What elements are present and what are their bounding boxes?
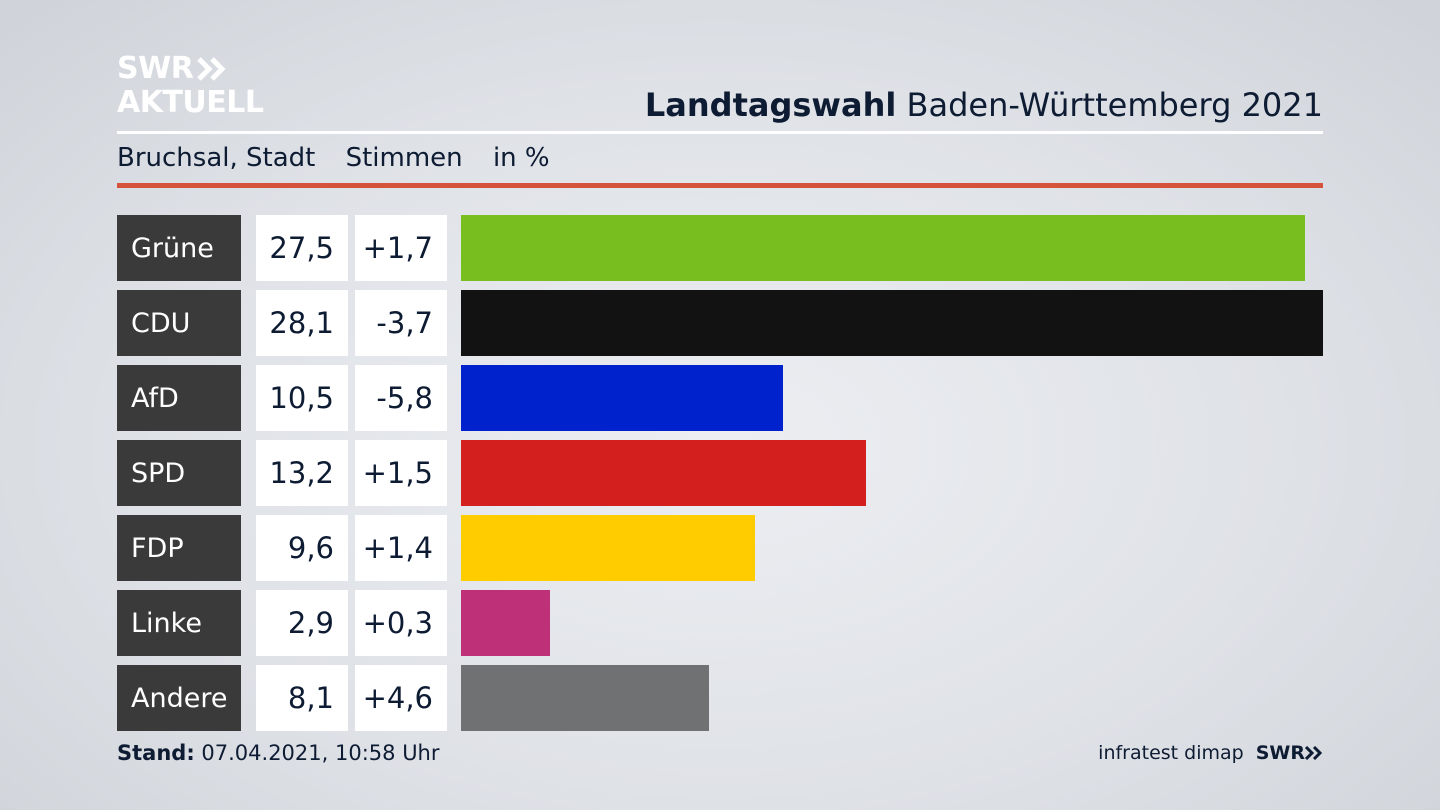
party-label: FDP [117, 515, 241, 581]
bar-spd [461, 440, 866, 506]
credits: infratest dimap SWR [1098, 742, 1323, 764]
vote-change-value: -5,8 [355, 365, 447, 431]
result-row: Andere 8,1 +4,6 [117, 665, 1323, 731]
party-label: Andere [117, 665, 241, 731]
vote-share-value: 9,6 [256, 515, 348, 581]
timestamp-label: Stand: [117, 741, 195, 765]
result-row: FDP 9,6 +1,4 [117, 515, 1323, 581]
swr-brand: SWR [1256, 742, 1323, 764]
accent-divider [117, 183, 1323, 188]
party-label: Grüne [117, 215, 241, 281]
vote-change-value: -3,7 [355, 290, 447, 356]
vote-change-value: +1,7 [355, 215, 447, 281]
vote-change-value: +0,3 [355, 590, 447, 656]
subtitle: Bruchsal, Stadt Stimmen in % [117, 143, 572, 173]
result-row: Grüne 27,5 +1,7 [117, 215, 1323, 281]
bar-fdp [461, 515, 755, 581]
subtitle-unit: in % [492, 143, 550, 173]
title-bold: Landtagswahl [644, 86, 897, 124]
bar-linke [461, 590, 550, 656]
result-row: CDU 28,1 -3,7 [117, 290, 1323, 356]
bar-cdu [461, 290, 1323, 356]
party-label: CDU [117, 290, 241, 356]
vote-share-value: 8,1 [256, 665, 348, 731]
bar-gr-ne [461, 215, 1305, 281]
subtitle-measure: Stimmen [345, 143, 463, 173]
title-rest: Baden-Württemberg 2021 [906, 86, 1324, 124]
source-label: infratest dimap [1098, 742, 1244, 764]
swr-aktuell-logo: SWR AKTUELL [117, 53, 264, 118]
vote-share-value: 27,5 [256, 215, 348, 281]
result-row: Linke 2,9 +0,3 [117, 590, 1323, 656]
timestamp: Stand: 07.04.2021, 10:58 Uhr [117, 741, 440, 765]
swr-brand-text: SWR [1255, 742, 1305, 764]
double-chevron-icon [1305, 746, 1323, 760]
bar-andere [461, 665, 709, 731]
vote-change-value: +4,6 [355, 665, 447, 731]
result-row: SPD 13,2 +1,5 [117, 440, 1323, 506]
vote-share-value: 13,2 [256, 440, 348, 506]
logo-aktuell-text: AKTUELL [117, 85, 264, 120]
party-label: AfD [117, 365, 241, 431]
double-chevron-icon [197, 57, 226, 81]
subtitle-place: Bruchsal, Stadt [117, 143, 316, 173]
bar-afd [461, 365, 783, 431]
vote-change-value: +1,4 [355, 515, 447, 581]
page-title: Landtagswahl Baden-Württemberg 2021 [645, 86, 1323, 124]
vote-share-value: 28,1 [256, 290, 348, 356]
vote-share-value: 2,9 [256, 590, 348, 656]
party-label: Linke [117, 590, 241, 656]
party-label: SPD [117, 440, 241, 506]
vote-share-value: 10,5 [256, 365, 348, 431]
result-row: AfD 10,5 -5,8 [117, 365, 1323, 431]
logo-swr-text: SWR [117, 51, 194, 86]
timestamp-value: 07.04.2021, 10:58 Uhr [201, 741, 440, 765]
header-divider [117, 131, 1323, 134]
vote-change-value: +1,5 [355, 440, 447, 506]
